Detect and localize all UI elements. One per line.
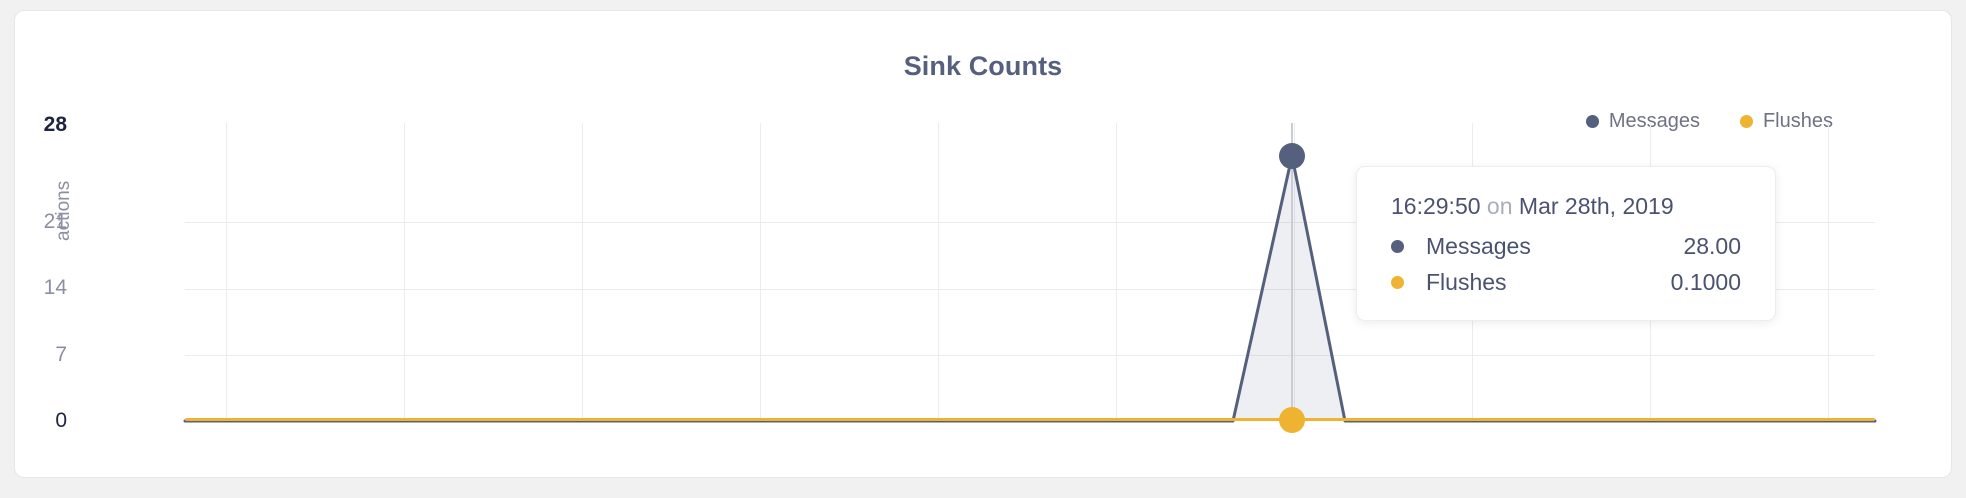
legend-label-flushes: Flushes xyxy=(1762,110,1833,132)
marker-messages xyxy=(1279,143,1305,169)
chart-card: Sink Counts Messages Flushes actions xyxy=(14,10,1952,478)
marker-flushes xyxy=(1279,407,1305,433)
y-tick-14: 14 xyxy=(43,276,67,299)
gridline-v-1629 xyxy=(1116,123,1117,421)
hover-tooltip: 16:29:50 on Mar 28th, 2019 Messages 28.0… xyxy=(1356,166,1776,321)
page-title: Sink Counts xyxy=(903,51,1063,81)
gridline-7 xyxy=(185,354,1875,356)
gridline-v-1628 xyxy=(938,123,939,421)
tooltip-dot-messages xyxy=(1391,240,1404,253)
gridline-v-1630 xyxy=(1294,123,1295,421)
tooltip-value-messages: 28.00 xyxy=(1683,233,1741,259)
legend-dot-flushes xyxy=(1739,115,1753,128)
tooltip-label-messages: Messages xyxy=(1426,233,1531,259)
tooltip-row-messages: Messages 28.00 xyxy=(1391,233,1741,260)
y-tick-21: 21 xyxy=(43,210,67,233)
tooltip-row-flushes: Flushes 0.1000 xyxy=(1391,269,1741,296)
tooltip-timestamp: 16:29:50 on Mar 28th, 2019 xyxy=(1391,193,1741,220)
chart-legend: Messages Flushes xyxy=(1585,110,1833,133)
legend-item-flushes[interactable]: Flushes xyxy=(1739,110,1833,133)
y-tick-0: 0 xyxy=(55,409,67,432)
tooltip-on-word: on xyxy=(1486,193,1513,219)
gridline-21 xyxy=(185,222,1875,224)
tooltip-dot-flushes xyxy=(1391,276,1404,289)
tooltip-date: Mar 28th, 2019 xyxy=(1518,193,1674,219)
messages-area xyxy=(1233,156,1345,421)
legend-dot-messages xyxy=(1585,115,1599,128)
tooltip-value-flushes: 0.1000 xyxy=(1670,269,1741,295)
gridline-v-1633 xyxy=(1828,123,1829,421)
gridline-14 xyxy=(185,288,1875,290)
gridline-v-1624 xyxy=(226,123,227,421)
tooltip-time: 16:29:50 xyxy=(1391,193,1481,219)
tooltip-label-flushes: Flushes xyxy=(1426,269,1507,295)
y-tick-28: 28 xyxy=(43,113,67,136)
flushes-line xyxy=(185,418,1875,421)
legend-item-messages[interactable]: Messages xyxy=(1585,110,1700,133)
y-tick-7: 7 xyxy=(55,343,67,366)
hover-crosshair xyxy=(1291,123,1293,421)
gridline-v-1626 xyxy=(582,123,583,421)
gridline-v-1625 xyxy=(404,123,405,421)
plot-area: 28 21 14 7 0 16:24 16:25 16:26 16:27 16:… xyxy=(44,113,1877,433)
gridline-v-1627 xyxy=(760,123,761,421)
legend-label-messages: Messages xyxy=(1608,110,1700,132)
